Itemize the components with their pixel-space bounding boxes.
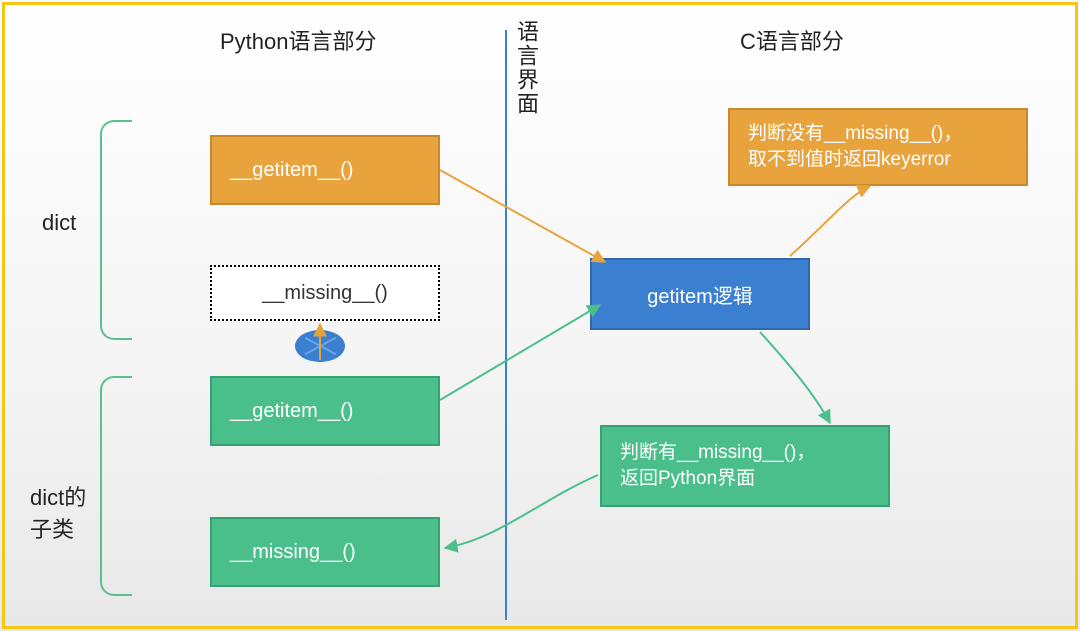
node-py-getitem-sub: __getitem__() <box>210 376 440 446</box>
diagram-stage: Python语言部分 C语言部分 语言界面 dict dict的 子类 __ge… <box>0 0 1080 631</box>
node-c-getitem: getitem逻辑 <box>590 258 810 330</box>
label-dict: dict <box>42 210 76 236</box>
node-py-missing-dict: __missing__() <box>210 265 440 321</box>
header-left: Python语言部分 <box>220 24 377 56</box>
label-subclass: dict的 子类 <box>30 480 86 544</box>
language-divider-line <box>505 30 507 620</box>
node-c-has-missing: 判断有__missing__()， 返回Python界面 <box>600 425 890 507</box>
brace-subclass <box>100 376 132 596</box>
block-icon <box>295 330 345 362</box>
header-right: C语言部分 <box>740 24 844 56</box>
language-divider-label: 语言界面 <box>510 20 542 116</box>
brace-dict <box>100 120 132 340</box>
node-py-missing-sub: __missing__() <box>210 517 440 587</box>
node-c-no-missing: 判断没有__missing__()， 取不到值时返回keyerror <box>728 108 1028 186</box>
node-py-getitem-dict: __getitem__() <box>210 135 440 205</box>
